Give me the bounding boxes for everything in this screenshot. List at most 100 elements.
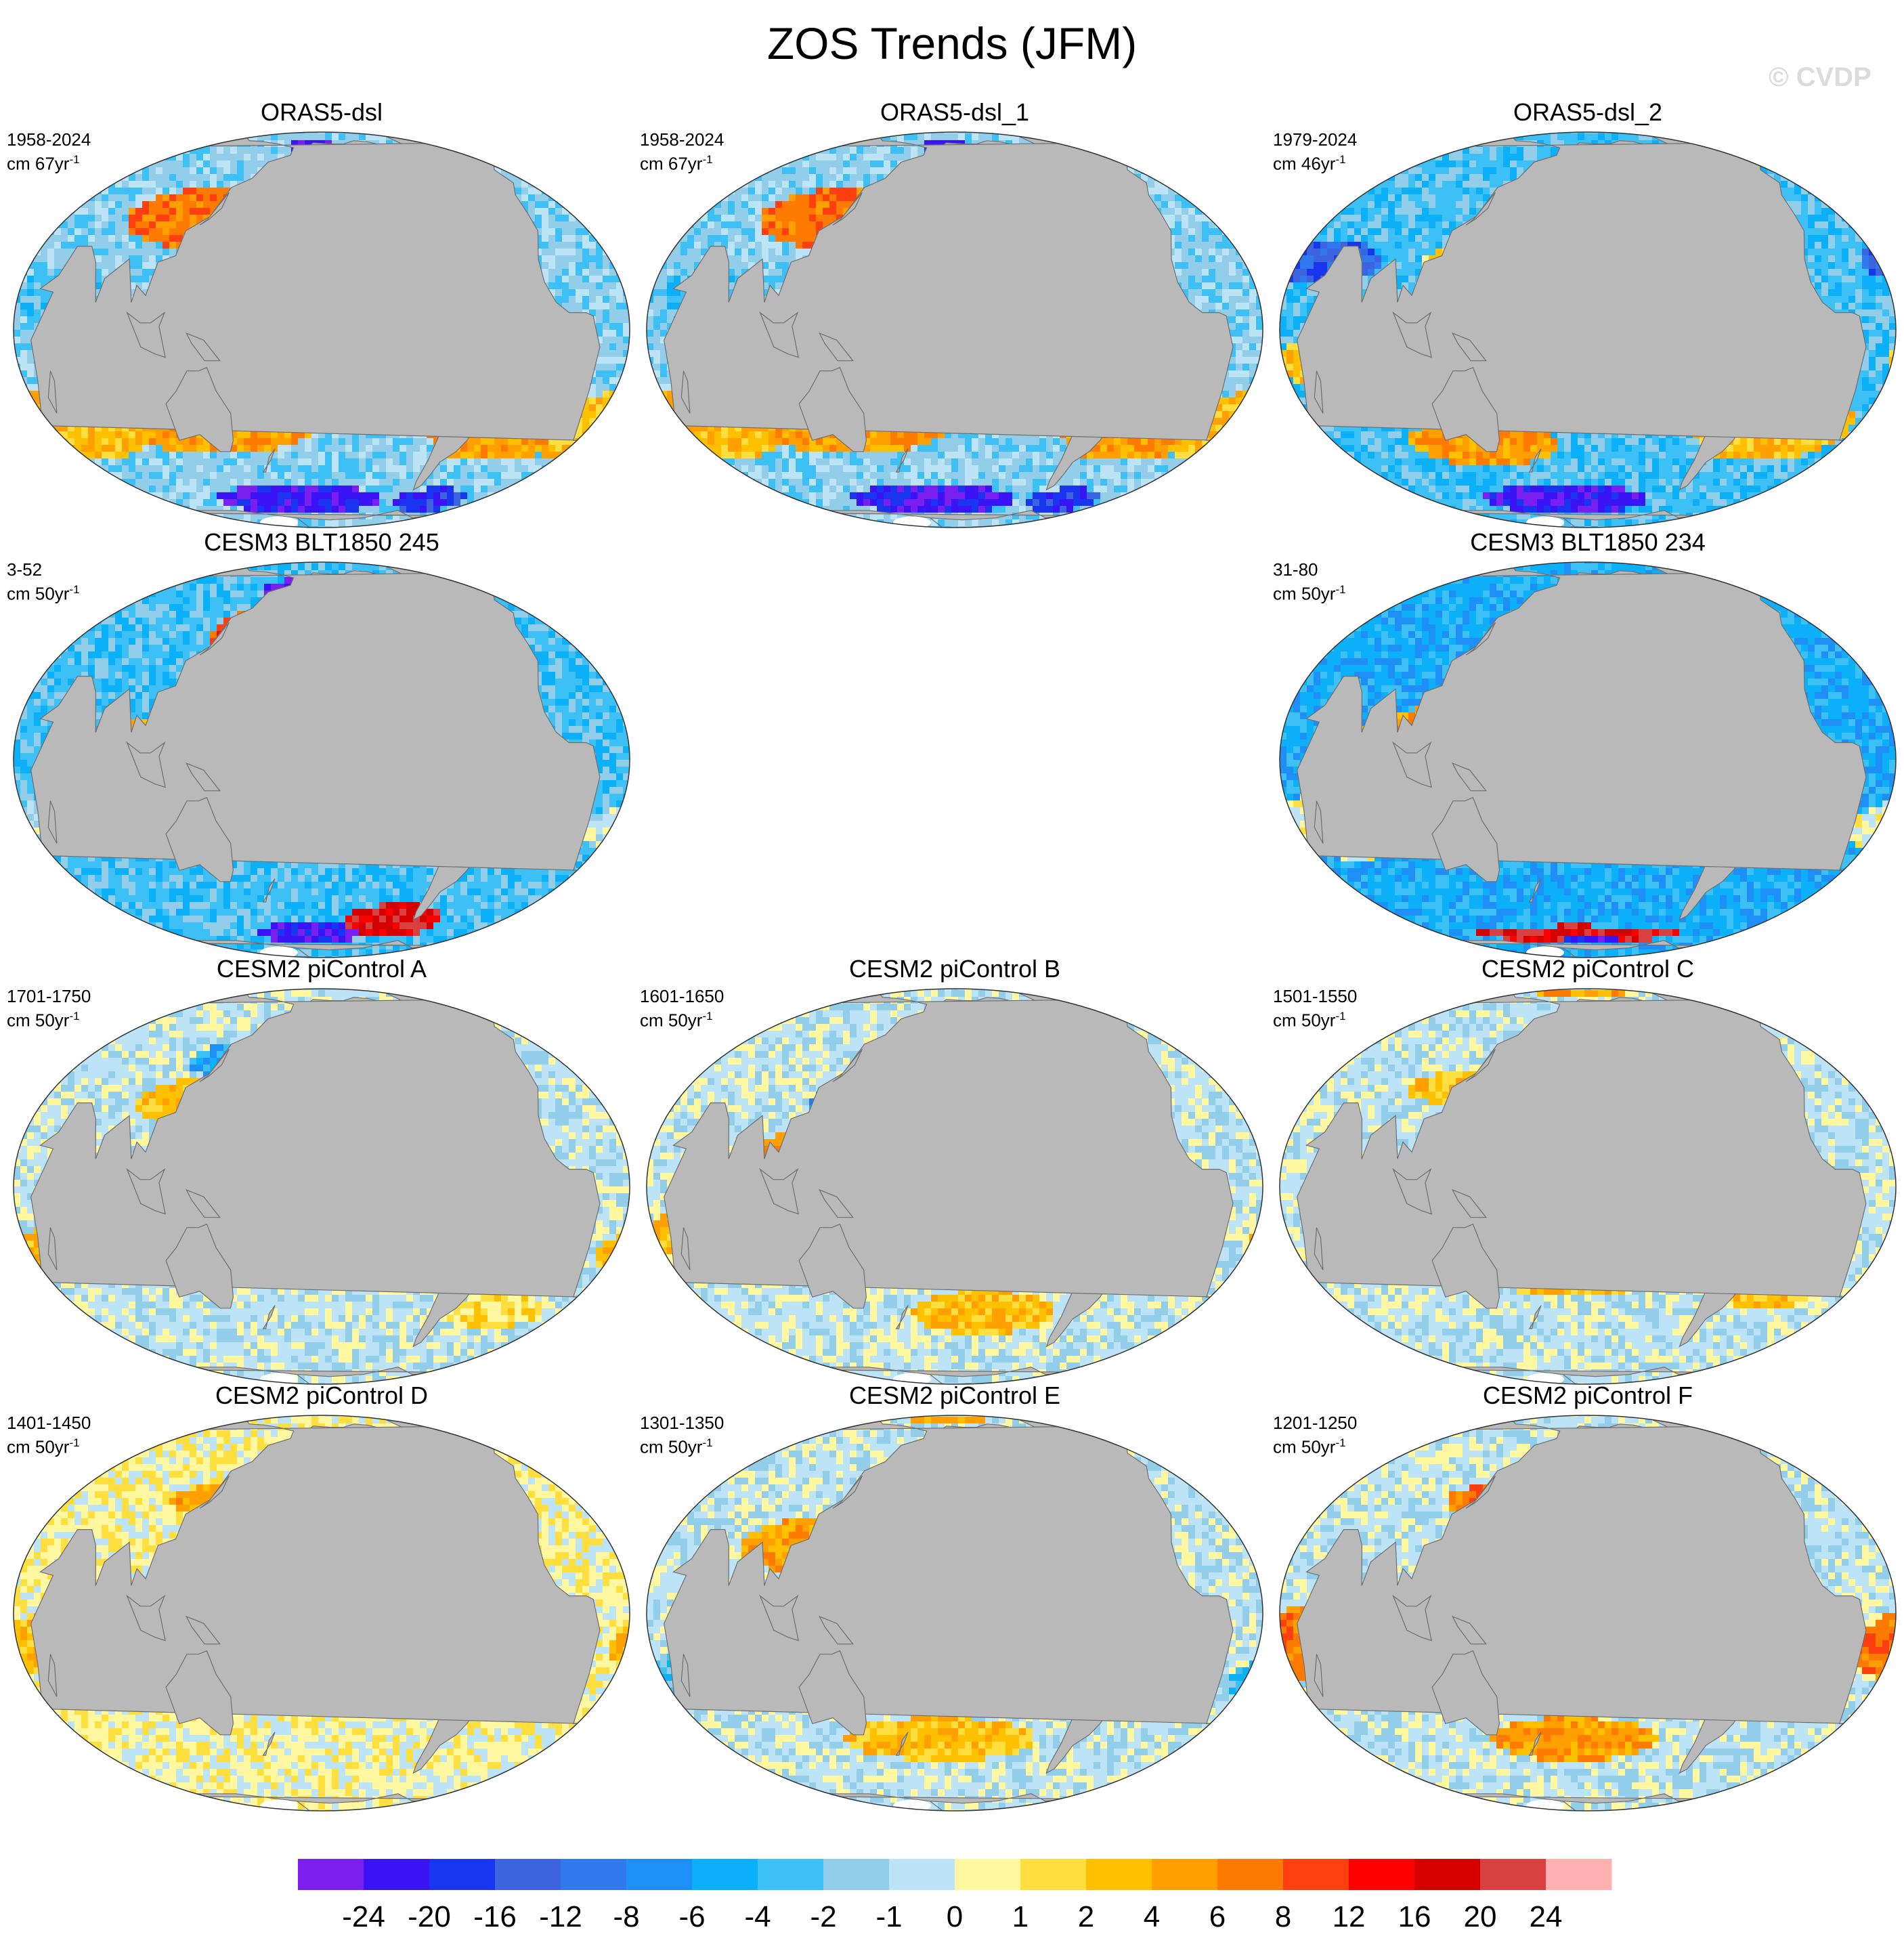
- trend-map: [13, 131, 630, 528]
- land-mass: [832, 1048, 863, 1082]
- land-mass: [30, 565, 601, 871]
- colorbar-swatch: [955, 1859, 1021, 1890]
- land-mass: [1297, 992, 1867, 1298]
- land-mass: [47, 1654, 58, 1697]
- land-mass: [1452, 1188, 1487, 1218]
- land-mass: [1528, 448, 1542, 473]
- colorbar-swatch: [626, 1859, 693, 1890]
- panel-units: cm 50yr-1: [640, 1006, 713, 1031]
- land-mass: [30, 992, 601, 1298]
- map-border: [1279, 1415, 1897, 1811]
- land-mass: [199, 192, 230, 226]
- colorbar-label: 12: [1333, 1900, 1366, 1933]
- land-mass: [664, 1419, 1234, 1724]
- trend-map: [13, 1415, 630, 1811]
- colorbar-swatch: [758, 1859, 824, 1890]
- colorbar-label: 24: [1530, 1900, 1563, 1933]
- panel-title: CESM2 piControl C: [1273, 955, 1903, 983]
- trend-map: [646, 131, 1263, 528]
- land-mass: [262, 878, 276, 903]
- land-mass: [126, 1594, 166, 1642]
- panel-units: cm 67yr-1: [7, 150, 80, 174]
- trend-map: [646, 1415, 1263, 1811]
- panel-period: 1979-2024: [1273, 129, 1357, 150]
- panel-title: ORAS5-dsl_2: [1273, 98, 1903, 127]
- panel-units: cm 50yr-1: [1273, 1433, 1346, 1457]
- map-panel: ORAS5-dsl 1958-2024 cm 67yr-1: [7, 98, 636, 535]
- land-mass: [262, 448, 276, 473]
- land-mass: [1465, 622, 1496, 656]
- colorbar-swatch: [1020, 1859, 1087, 1890]
- trend-map: [1279, 131, 1897, 528]
- land-mass: [1452, 332, 1487, 362]
- colorbar-swatch: [298, 1859, 364, 1890]
- panel-title: CESM2 piControl F: [1273, 1381, 1903, 1410]
- land-mass: [30, 135, 601, 441]
- land-mass: [1431, 796, 1500, 882]
- land-mass: [165, 1650, 234, 1736]
- map-panel: CESM3 BLT1850 234 31-80 cm 50yr-1: [1273, 528, 1903, 965]
- panel-units: cm 50yr-1: [7, 1006, 80, 1031]
- colorbar-swatch: [1546, 1859, 1612, 1890]
- trend-map: [13, 561, 630, 958]
- map-panel: CESM2 piControl D 1401-1450 cm 50yr-1: [7, 1381, 636, 1818]
- panel-units: cm 46yr-1: [1273, 150, 1346, 174]
- map-panel: ORAS5-dsl_1 1958-2024 cm 67yr-1: [640, 98, 1270, 535]
- colorbar-swatch: [429, 1859, 496, 1890]
- panel-title: ORAS5-dsl_1: [640, 98, 1270, 127]
- colorbar-label: -1: [875, 1900, 902, 1933]
- land-mass: [1465, 1475, 1496, 1509]
- land-mass: [1297, 565, 1867, 871]
- land-mass: [680, 1227, 691, 1270]
- land-mass: [1392, 1167, 1432, 1215]
- land-mass: [1314, 1654, 1324, 1697]
- map-panel: CESM2 piControl F 1201-1250 cm 50yr-1: [1273, 1381, 1903, 1818]
- land-mass: [1392, 1594, 1432, 1642]
- map-panel: CESM2 piControl B 1601-1650 cm 50yr-1: [640, 955, 1270, 1392]
- land-mass: [832, 192, 863, 226]
- figure-title: ZOS Trends (JFM): [0, 18, 1904, 69]
- land-mass: [1314, 800, 1324, 844]
- ocean-field: [1280, 989, 1896, 1384]
- map-border: [1279, 561, 1897, 958]
- panel-units: cm 50yr-1: [7, 580, 80, 604]
- colorbar-swatch: [1086, 1859, 1152, 1890]
- panel-title: CESM3 BLT1850 245: [7, 528, 636, 557]
- colorbar-label: 1: [1012, 1900, 1029, 1933]
- land-mass: [759, 311, 799, 358]
- land-mass: [664, 992, 1234, 1298]
- colorbar-label: 2: [1078, 1900, 1094, 1933]
- trend-map: [646, 988, 1263, 1385]
- panel-title: CESM2 piControl B: [640, 955, 1270, 983]
- ocean-field: [647, 1415, 1263, 1811]
- map-border: [646, 988, 1263, 1385]
- land-mass: [1528, 1305, 1542, 1329]
- colorbar-swatch: [692, 1859, 758, 1890]
- ocean-field: [1280, 132, 1896, 528]
- map-panel: CESM3 BLT1850 245 3-52 cm 50yr-1: [7, 528, 636, 965]
- land-mass: [1465, 1048, 1496, 1082]
- panel-period: 1601-1650: [640, 986, 724, 1006]
- land-mass: [30, 1419, 601, 1724]
- colorbar-label: -6: [678, 1900, 705, 1933]
- land-mass: [759, 1594, 799, 1642]
- colorbar-label: 4: [1144, 1900, 1160, 1933]
- land-mass: [186, 332, 221, 362]
- map-border: [1279, 131, 1897, 528]
- ocean-field: [647, 989, 1263, 1384]
- land-mass: [798, 366, 867, 452]
- land-mass: [1465, 192, 1496, 226]
- ocean-field: [14, 132, 630, 528]
- land-mass: [1314, 1227, 1324, 1270]
- map-panel: CESM2 piControl E 1301-1350 cm 50yr-1: [640, 1381, 1270, 1818]
- land-mass: [1431, 1650, 1500, 1736]
- land-mass: [1452, 1615, 1487, 1645]
- land-mass: [1297, 135, 1867, 441]
- colorbar-label: -4: [744, 1900, 771, 1933]
- colorbar-label: -24: [342, 1900, 385, 1933]
- colorbar-label: 6: [1209, 1900, 1226, 1933]
- land-mass: [165, 366, 234, 452]
- panel-period: 1301-1350: [640, 1413, 724, 1433]
- land-mass: [1528, 1732, 1542, 1756]
- map-panel: CESM2 piControl C 1501-1550 cm 50yr-1: [1273, 955, 1903, 1392]
